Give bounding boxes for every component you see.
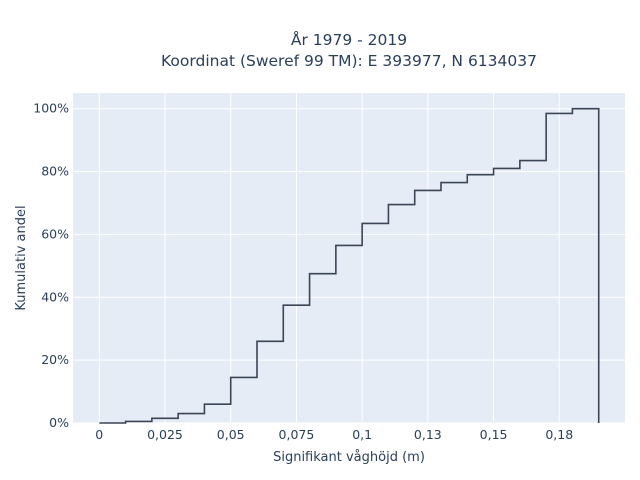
x-tick-label: 0,13 (414, 427, 442, 442)
y-tick-label: 20% (41, 352, 69, 367)
plot-area (73, 93, 625, 423)
x-tick-label: 0,18 (545, 427, 573, 442)
x-tick-label: 0,15 (480, 427, 508, 442)
y-tick-label: 40% (41, 289, 69, 304)
y-axis-title: Kumulativ andel (14, 205, 29, 310)
y-axis-ticks: 0% 20% 40% 60% 80% 100% (33, 101, 69, 430)
y-tick-label: 100% (33, 101, 69, 116)
x-tick-label: 0,025 (147, 427, 183, 442)
x-gridlines (98, 93, 560, 423)
y-tick-label: 0% (49, 415, 69, 430)
chart-title-line2: Koordinat (Sweref 99 TM): E 393977, N 61… (161, 52, 537, 70)
y-tick-label: 60% (41, 226, 69, 241)
x-tick-label: 0,1 (352, 427, 372, 442)
x-axis-title: Signifikant våghöjd (m) (273, 450, 425, 465)
chart-title-line1: År 1979 - 2019 (291, 30, 407, 49)
cumulative-step-line (99, 107, 600, 424)
x-tick-label: 0 (95, 427, 103, 442)
y-tick-label: 80% (41, 164, 69, 179)
x-axis-ticks: 0 0,025 0,05 0,075 0,1 0,13 0,15 0,18 (95, 427, 573, 442)
x-tick-label: 0,075 (279, 427, 315, 442)
y-gridlines (73, 108, 625, 424)
x-tick-label: 0,05 (217, 427, 245, 442)
